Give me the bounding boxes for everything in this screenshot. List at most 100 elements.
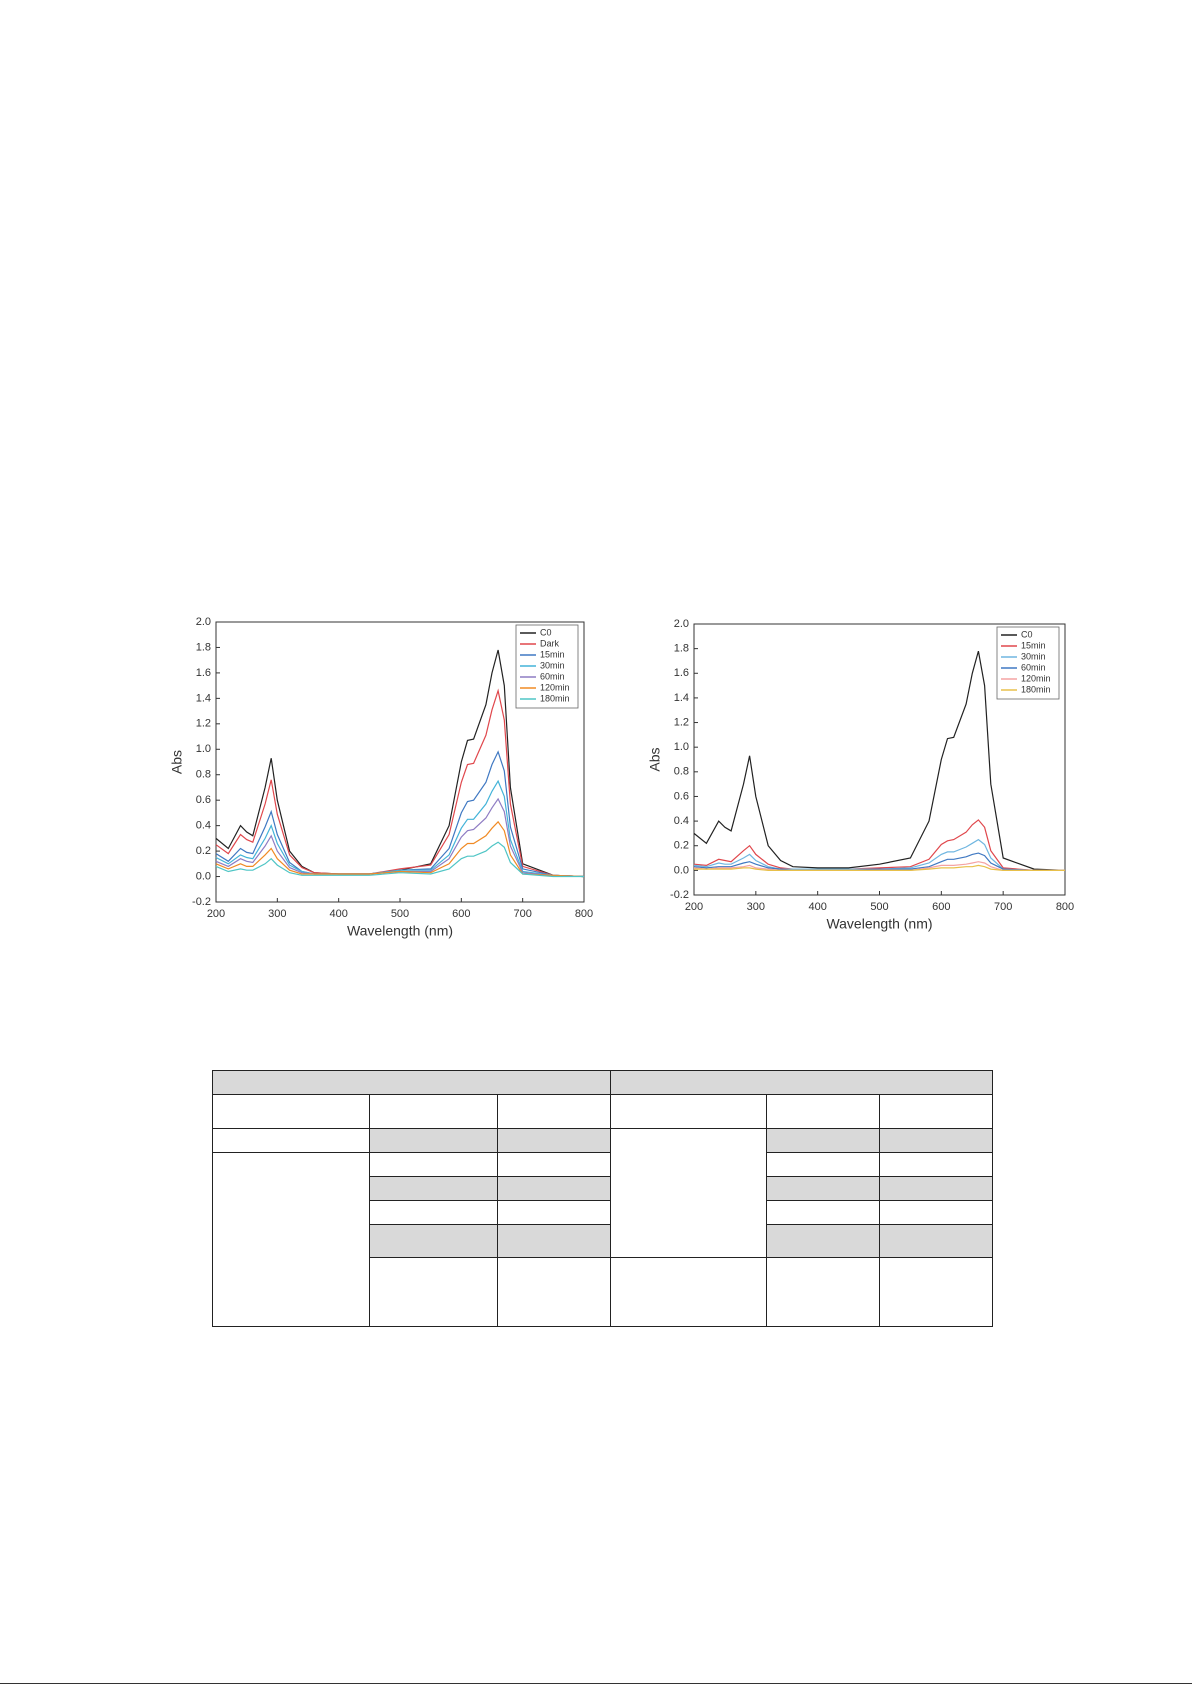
legend-label: 180min [1021, 684, 1051, 694]
table-cell [212, 1128, 370, 1153]
x-tick-label: 700 [994, 901, 1012, 913]
x-tick-label: 600 [452, 908, 470, 920]
table-cell [211, 1070, 612, 1095]
spectrum-line [693, 819, 1065, 871]
table-cell [610, 1257, 768, 1327]
table-cell [369, 1224, 498, 1258]
table-cell [879, 1152, 994, 1177]
table-cell [766, 1128, 881, 1153]
table-cell [879, 1094, 994, 1129]
x-tick-label: 700 [513, 908, 531, 920]
y-tick-label: 1.4 [196, 692, 211, 704]
y-tick-label: 1.2 [674, 716, 689, 728]
table-cell [496, 1152, 612, 1177]
y-tick-label: 1.8 [674, 643, 689, 655]
legend-label: Dark [540, 638, 560, 648]
page-rule [0, 1683, 1192, 1684]
x-axis-title: Wavelength (nm) [347, 923, 453, 939]
y-tick-label: 1.6 [674, 667, 689, 679]
x-tick-label: 600 [932, 901, 950, 913]
table-cell [369, 1152, 498, 1177]
table-cell [766, 1257, 881, 1327]
table-cell [369, 1200, 498, 1225]
table-cell [766, 1094, 881, 1129]
legend-label: C0 [540, 627, 552, 637]
table-cell [496, 1128, 612, 1153]
y-tick-label: 0.0 [674, 864, 689, 876]
table-cell [879, 1200, 994, 1225]
spectrum-line [215, 779, 585, 878]
x-tick-label: 500 [391, 908, 409, 920]
spectrum-line [215, 841, 584, 878]
y-axis-title: Abs [169, 750, 185, 774]
table-cell [879, 1128, 994, 1153]
spectrum-line [694, 864, 1065, 871]
x-tick-label: 200 [207, 908, 225, 920]
y-tick-label: 1.4 [674, 692, 689, 704]
table-cell [496, 1176, 612, 1201]
legend-label: 120min [540, 682, 570, 692]
x-tick-label: 300 [747, 901, 765, 913]
y-tick-label: 0.8 [674, 766, 689, 778]
y-tick-label: 0.2 [196, 845, 211, 857]
table-cell [496, 1224, 612, 1258]
table-cell [496, 1257, 612, 1327]
legend-label: 180min [540, 693, 570, 703]
table-cell [879, 1176, 994, 1201]
x-tick-label: 300 [268, 908, 286, 920]
table-cell [369, 1257, 498, 1327]
data-table [211, 1070, 994, 1327]
spectrum-line [215, 688, 585, 878]
table-cell [212, 1094, 370, 1129]
spectrum-line [215, 750, 585, 878]
figure: -0.2 0.0 0.2 0.4 0.6 0.8 1.0 1.2 1.4 1.6 1.8 2.0 200… [169, 616, 1074, 939]
y-tick-label: 1.0 [196, 743, 211, 755]
y-tick-label: 0.4 [196, 820, 211, 832]
x-tick-label: 500 [870, 901, 888, 913]
x-axis-title: Wavelength (nm) [826, 916, 932, 932]
y-axis-title: Abs [647, 747, 663, 771]
y-tick-label: 1.6 [196, 667, 211, 679]
y-tick-label: 0.6 [196, 794, 211, 806]
legend-label: C0 [1021, 629, 1033, 639]
legend-label: 15min [540, 649, 565, 659]
y-tick-label: 0.6 [674, 790, 689, 802]
table-cell [610, 1070, 994, 1095]
spectrum-line [693, 650, 1066, 871]
y-tick-label: 2.0 [196, 616, 211, 628]
table-cell [496, 1200, 612, 1225]
legend-label: 15min [1021, 640, 1046, 650]
spectrum-line [693, 852, 1065, 871]
legend-label: 30min [1021, 651, 1046, 661]
x-tick-label: 400 [329, 908, 347, 920]
table-cell [369, 1176, 498, 1201]
table-cell [496, 1094, 612, 1129]
table-cell [766, 1224, 881, 1258]
y-tick-label: -0.2 [670, 889, 689, 901]
table-cell [879, 1224, 994, 1258]
x-tick-label: 400 [808, 901, 826, 913]
y-tick-label: 1.0 [674, 741, 689, 753]
table-cell [879, 1257, 994, 1327]
table-cell [610, 1094, 768, 1129]
x-tick-label: 800 [575, 908, 593, 920]
table-cell [369, 1094, 498, 1129]
table-cell [766, 1176, 881, 1201]
y-tick-label: 0.4 [674, 815, 689, 827]
table-cell [766, 1200, 881, 1225]
legend-label: 30min [540, 660, 565, 670]
legend-label: 60min [540, 671, 565, 681]
x-tick-label: 200 [685, 901, 703, 913]
spectrum-line [215, 820, 585, 878]
y-tick-label: 0.0 [196, 870, 211, 882]
x-tick-label: 800 [1056, 901, 1074, 913]
legend-label: 60min [1021, 662, 1046, 672]
y-tick-label: -0.2 [192, 896, 211, 908]
table-cell [766, 1152, 881, 1177]
y-tick-label: 1.8 [196, 641, 211, 653]
y-tick-label: 1.2 [196, 718, 211, 730]
table-cell [212, 1152, 370, 1327]
y-tick-label: 0.8 [196, 769, 211, 781]
legend-label: 120min [1021, 673, 1051, 683]
